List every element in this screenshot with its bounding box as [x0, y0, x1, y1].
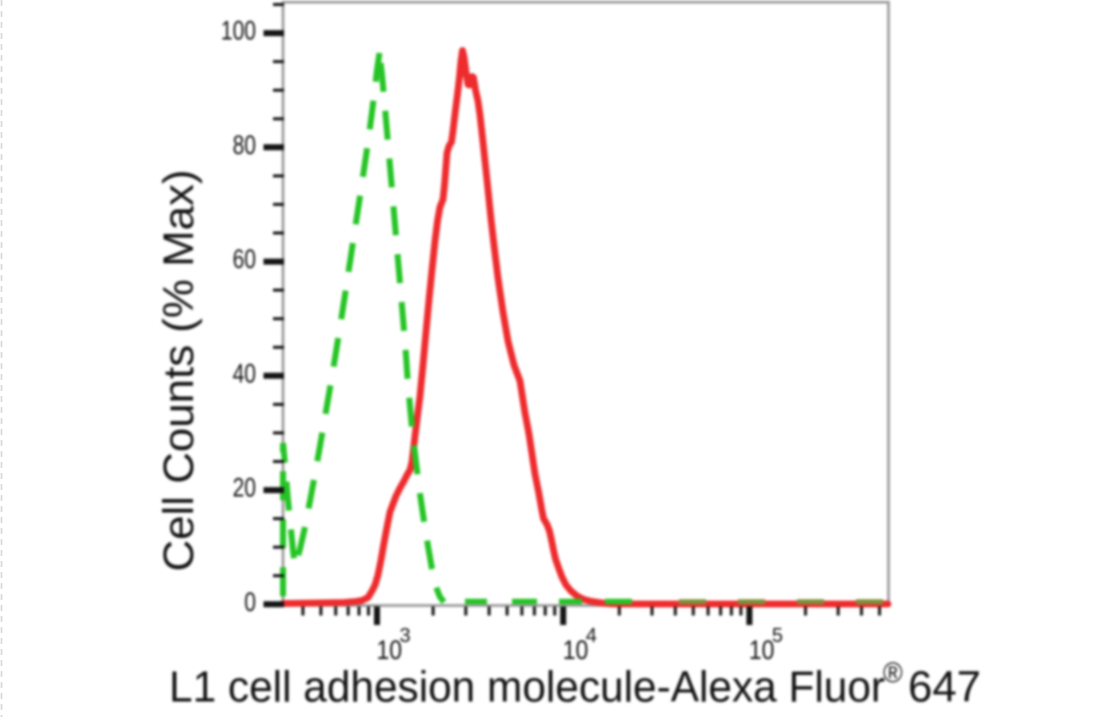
svg-text:60: 60	[233, 245, 256, 275]
svg-text:L1 cell adhesion molecule-Alex: L1 cell adhesion molecule-Alexa Fluor	[169, 664, 885, 712]
svg-text:3: 3	[400, 625, 411, 647]
svg-text:40: 40	[233, 359, 256, 389]
svg-text:4: 4	[586, 625, 597, 647]
svg-text:10: 10	[563, 635, 589, 665]
svg-text:10: 10	[749, 635, 775, 665]
svg-text:20: 20	[233, 473, 256, 503]
svg-text:647: 647	[908, 664, 981, 712]
svg-text:10: 10	[377, 635, 403, 665]
svg-text:®: ®	[883, 656, 903, 688]
svg-text:0: 0	[244, 587, 256, 617]
svg-text:Cell Counts (% Max): Cell Counts (% Max)	[156, 170, 203, 572]
svg-text:5: 5	[772, 625, 783, 647]
svg-text:80: 80	[233, 130, 256, 160]
svg-text:100: 100	[221, 16, 256, 46]
